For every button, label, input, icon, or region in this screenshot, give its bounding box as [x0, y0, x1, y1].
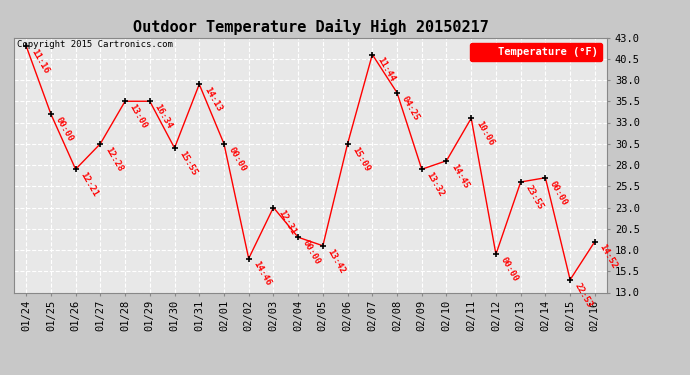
Text: 10:06: 10:06 [474, 120, 495, 147]
Text: 14:13: 14:13 [202, 86, 224, 113]
Text: 15:55: 15:55 [177, 149, 199, 177]
Text: 12:31: 12:31 [276, 209, 297, 237]
Text: 00:00: 00:00 [548, 179, 569, 207]
Text: Copyright 2015 Cartronics.com: Copyright 2015 Cartronics.com [17, 40, 172, 49]
Legend: Temperature (°F): Temperature (°F) [470, 43, 602, 61]
Text: 13:32: 13:32 [424, 171, 446, 198]
Text: 00:00: 00:00 [301, 238, 322, 266]
Text: 12:28: 12:28 [103, 145, 124, 173]
Text: 00:00: 00:00 [499, 256, 520, 284]
Text: 11:44: 11:44 [375, 56, 396, 84]
Text: 23:55: 23:55 [524, 183, 544, 211]
Text: 14:46: 14:46 [251, 260, 273, 288]
Text: 14:52: 14:52 [598, 243, 619, 271]
Text: 12:21: 12:21 [79, 171, 99, 198]
Title: Outdoor Temperature Daily High 20150217: Outdoor Temperature Daily High 20150217 [132, 19, 489, 35]
Text: 00:00: 00:00 [54, 116, 75, 143]
Text: 15:09: 15:09 [351, 145, 372, 173]
Text: 14:45: 14:45 [449, 162, 471, 190]
Text: 11:16: 11:16 [29, 47, 50, 75]
Text: 13:42: 13:42 [326, 247, 347, 275]
Text: 13:00: 13:00 [128, 103, 149, 130]
Text: 00:00: 00:00 [227, 145, 248, 173]
Text: 04:25: 04:25 [400, 94, 421, 122]
Text: 16:34: 16:34 [152, 103, 174, 130]
Text: 22:53: 22:53 [573, 281, 594, 309]
